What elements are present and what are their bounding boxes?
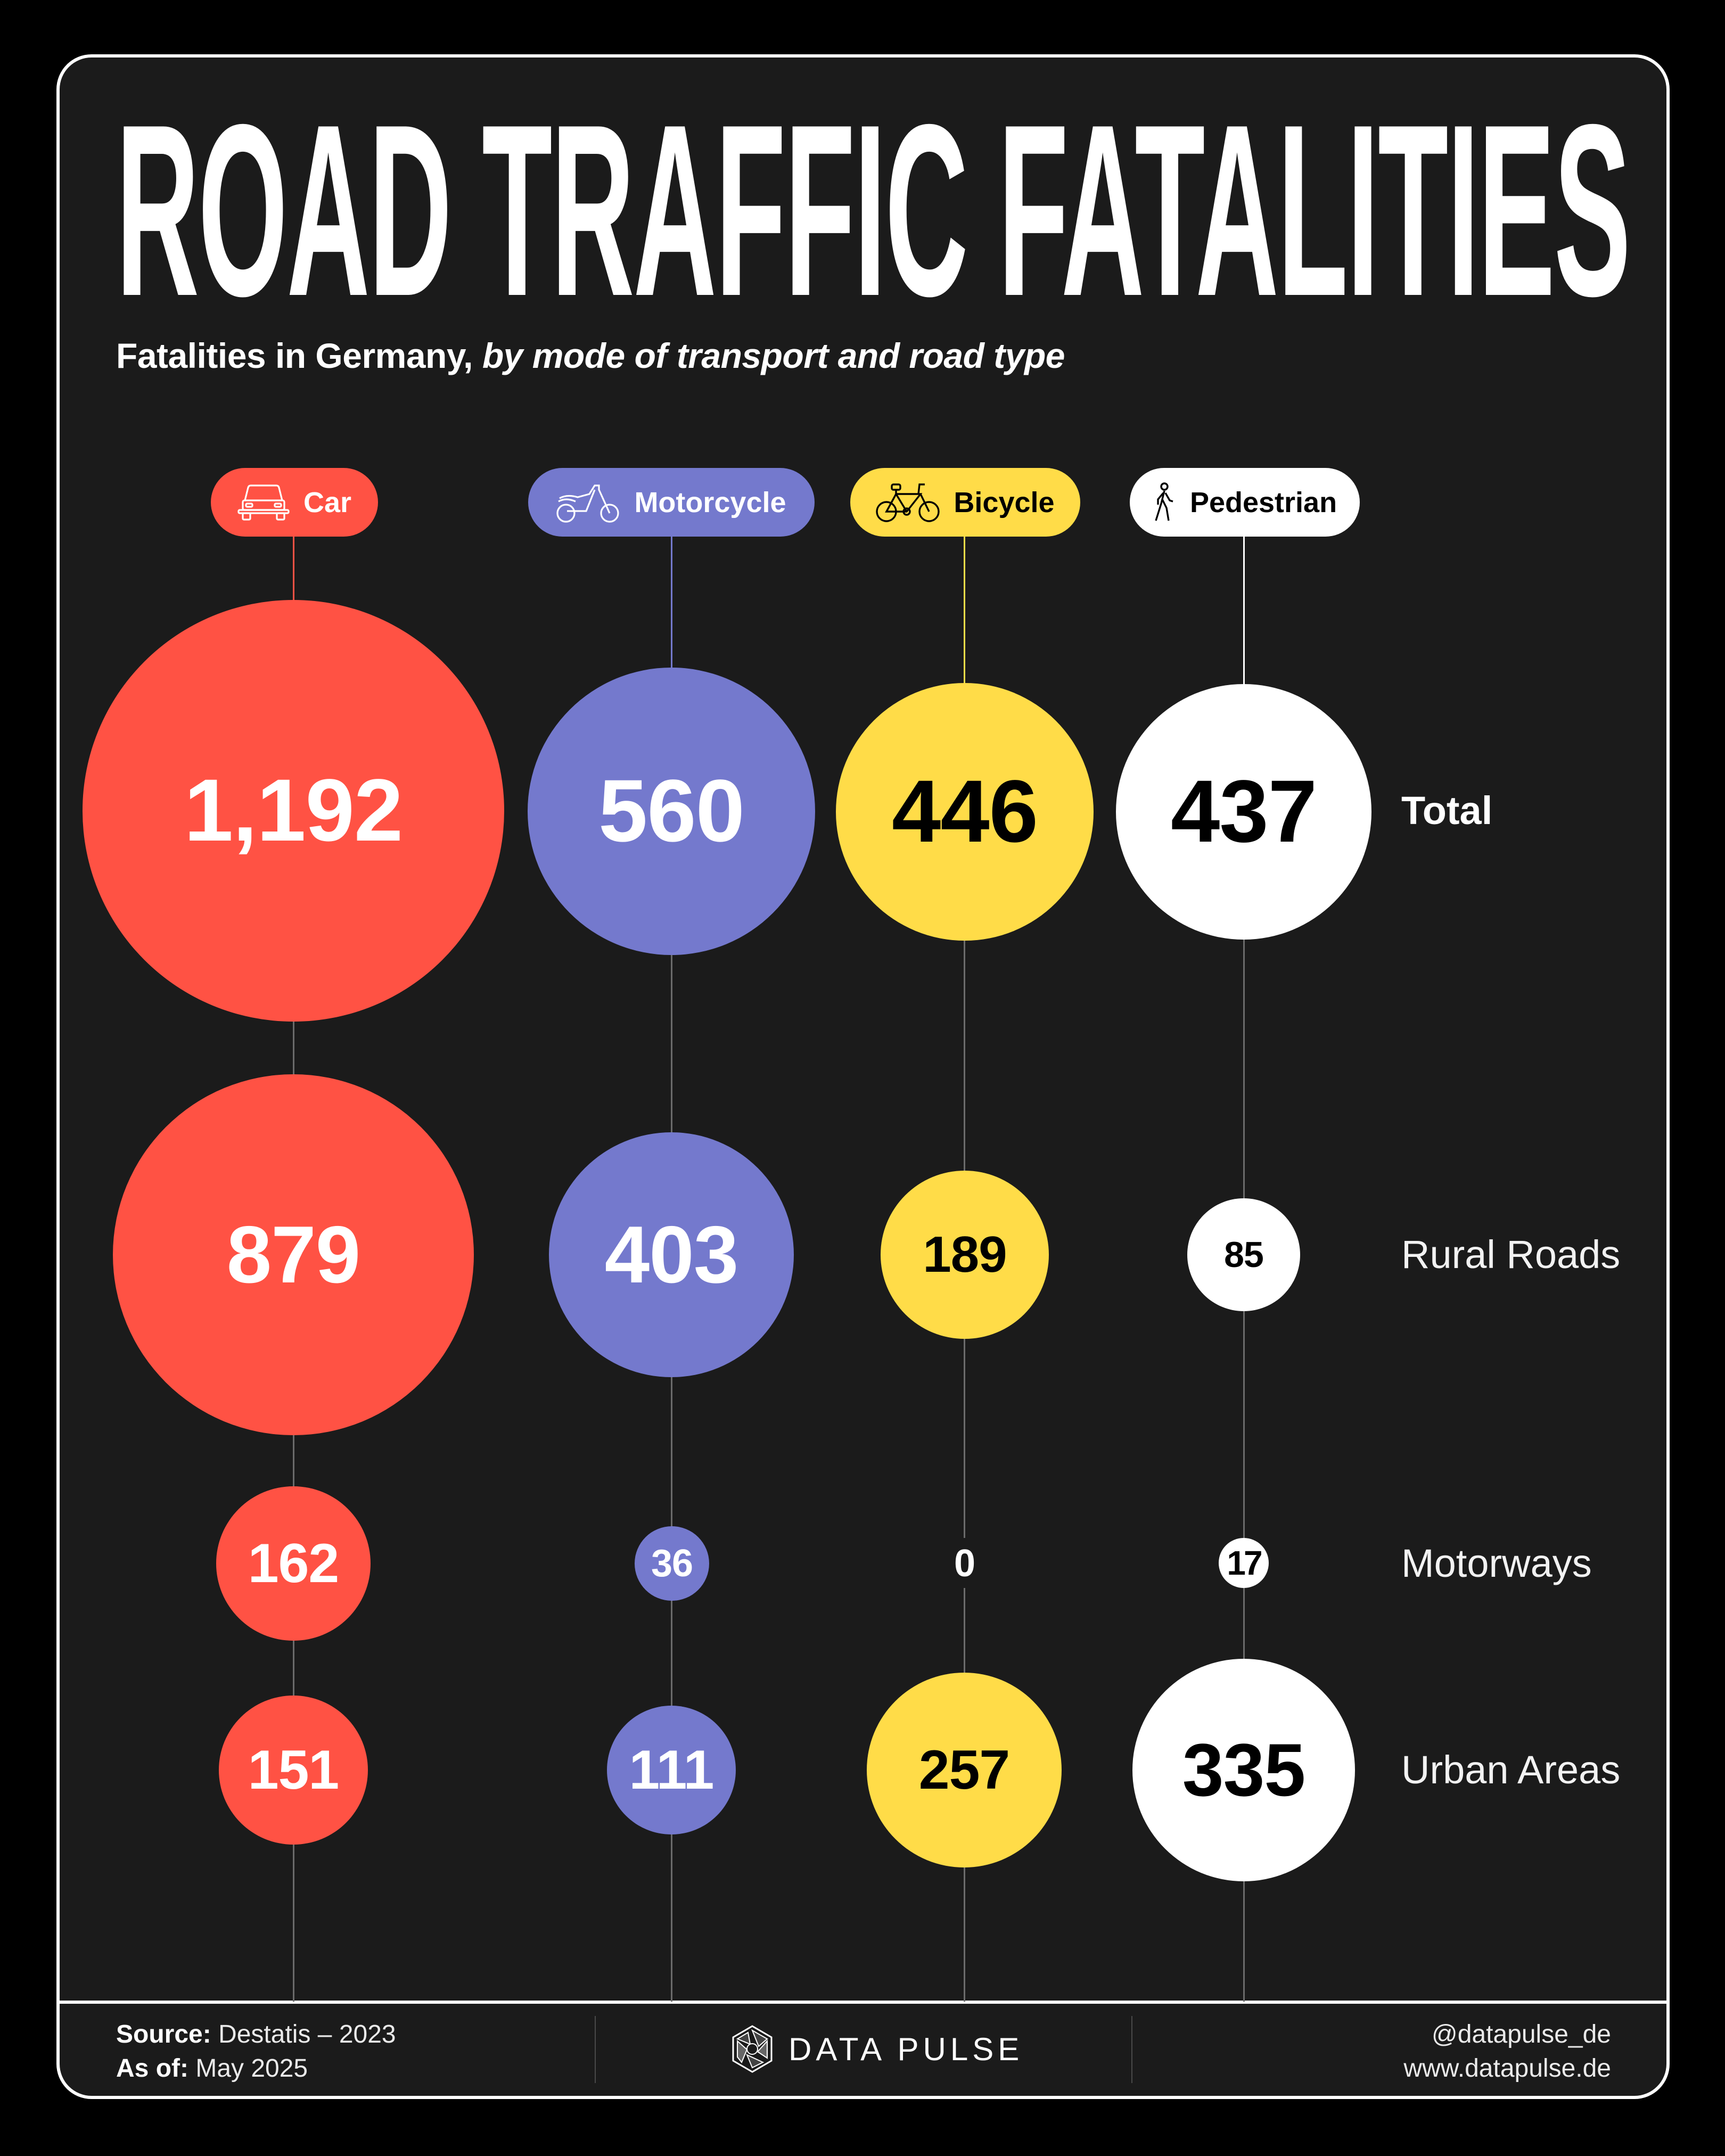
bubble-total-car: 1,192 xyxy=(83,600,504,1022)
bubble-urban-motorcycle: 111 xyxy=(607,1706,736,1834)
footer-divider-left xyxy=(595,2016,596,2083)
social-handle[interactable]: @datapulse_de xyxy=(1432,2020,1611,2048)
bubble-total-pedestrian: 437 xyxy=(1116,684,1371,940)
bicycle-icon xyxy=(876,483,940,522)
connector-bicycle-top xyxy=(964,537,965,684)
row-label-urban-areas: Urban Areas xyxy=(1401,1748,1621,1792)
legend-label-car: Car xyxy=(303,486,352,519)
connector-car-top xyxy=(293,537,294,602)
bubble-motorway-pedestrian: 17 xyxy=(1219,1538,1269,1588)
brand-name: DATA PULSE xyxy=(788,2031,1024,2067)
bubble-rural-motorcycle: 403 xyxy=(549,1132,794,1377)
source-value: Destatis – 2023 xyxy=(218,2020,396,2048)
legend-pill-bicycle: Bicycle xyxy=(850,468,1080,537)
connector-motorcycle-top xyxy=(671,537,672,670)
row-label-total: Total xyxy=(1401,788,1493,833)
website-link[interactable]: www.datapulse.de xyxy=(1403,2054,1611,2083)
pedestrian-icon xyxy=(1155,482,1173,521)
bubble-urban-car: 151 xyxy=(219,1696,368,1845)
car-icon xyxy=(237,484,290,521)
bubble-rural-pedestrian: 85 xyxy=(1187,1198,1300,1311)
legend-pill-pedestrian: Pedestrian xyxy=(1130,468,1360,537)
datapulse-hexagon-icon xyxy=(732,2025,773,2073)
footer-panel xyxy=(60,2004,1666,2096)
bubble-total-motorcycle: 560 xyxy=(528,668,815,955)
subtitle-plain: Fatalities in Germany, xyxy=(116,336,473,375)
footer-source: Source: Destatis – 2023 As of: May 2025 xyxy=(116,2018,396,2086)
bubble-urban-pedestrian: 335 xyxy=(1132,1659,1355,1881)
bubble-urban-bicycle: 257 xyxy=(867,1673,1062,1867)
source-label: Source: xyxy=(116,2020,211,2048)
connector-motorcycle xyxy=(671,948,672,2002)
asof-value: May 2025 xyxy=(195,2054,308,2083)
value-motorway-bicycle: 0 xyxy=(954,1542,976,1585)
bubble-motorway-motorcycle: 36 xyxy=(635,1526,709,1601)
row-label-rural-roads: Rural Roads xyxy=(1401,1232,1621,1277)
brand-logo: DATA PULSE xyxy=(731,2025,1023,2073)
bubble-total-bicycle: 446 xyxy=(836,683,1094,941)
bubble-motorway-car: 162 xyxy=(216,1486,371,1641)
row-label-motorways: Motorways xyxy=(1401,1541,1592,1585)
bubble-rural-car: 879 xyxy=(113,1074,474,1435)
subtitle: Fatalities in Germany, by mode of transp… xyxy=(116,334,1065,377)
connector-pedestrian-top xyxy=(1243,537,1245,686)
page-title: ROAD TRAFFIC FATALITIES xyxy=(116,74,1631,347)
subtitle-italic: by mode of transport and road type xyxy=(482,336,1065,375)
footer-contact: @datapulse_de www.datapulse.de xyxy=(1403,2018,1611,2086)
motorcycle-icon xyxy=(556,484,620,523)
legend-label-motorcycle: Motorcycle xyxy=(634,486,786,519)
legend-pill-motorcycle: Motorcycle xyxy=(528,468,815,537)
chart-panel xyxy=(60,57,1666,2001)
legend-pill-car: Car xyxy=(211,468,378,537)
connector-pedestrian xyxy=(1243,937,1245,2002)
bubble-rural-bicycle: 189 xyxy=(881,1171,1049,1339)
legend-label-bicycle: Bicycle xyxy=(954,486,1055,519)
legend-label-pedestrian: Pedestrian xyxy=(1189,486,1337,519)
footer-divider-right xyxy=(1131,2016,1132,2083)
asof-label: As of: xyxy=(116,2054,188,2083)
